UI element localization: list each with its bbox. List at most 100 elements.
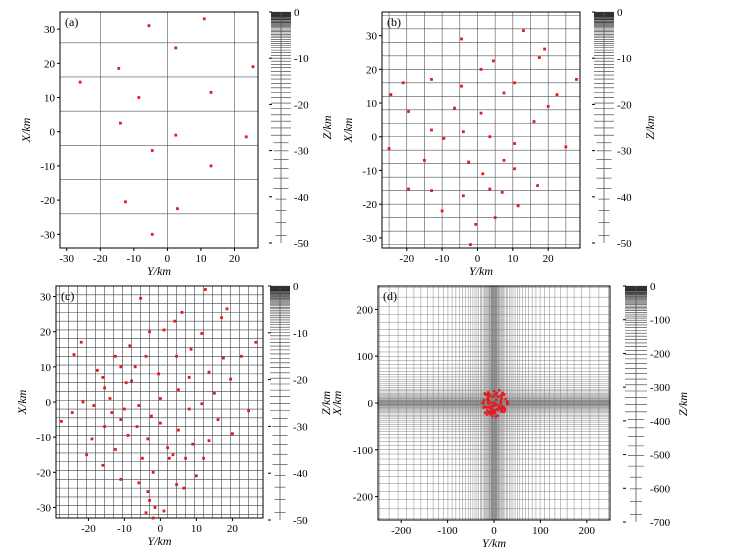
data-point (85, 453, 88, 457)
colorbar-tick-label: -200 (650, 348, 671, 360)
data-point (114, 448, 117, 451)
y-tick-label: 10 (366, 98, 378, 110)
data-point (220, 316, 223, 320)
data-point (500, 407, 504, 410)
colorbar-tick-label: 0 (293, 281, 299, 293)
x-tick-label: -100 (438, 525, 459, 537)
data-point (177, 428, 180, 432)
data-point (468, 243, 472, 247)
data-point (123, 407, 126, 411)
colorbar-label: Z/km (676, 392, 690, 416)
data-point (505, 400, 509, 403)
data-point (189, 347, 193, 351)
data-point (150, 414, 153, 418)
data-point (222, 356, 225, 360)
colorbar-tick-label: -400 (650, 416, 671, 428)
data-point (177, 388, 180, 392)
data-point (401, 81, 405, 85)
data-point (144, 511, 148, 515)
colorbar-label: Z/km (320, 115, 334, 139)
data-point (504, 408, 507, 412)
data-point (486, 409, 489, 412)
data-point (207, 439, 211, 443)
data-point (225, 307, 229, 311)
data-point (407, 187, 410, 191)
data-point (60, 419, 63, 423)
data-point (500, 410, 503, 413)
y-tick-label: -20 (362, 199, 377, 211)
data-point (486, 397, 490, 401)
data-point (187, 375, 191, 379)
data-point (151, 470, 155, 474)
data-point (137, 96, 141, 99)
data-point (502, 158, 506, 162)
data-point (499, 399, 502, 402)
panel-label: (b) (387, 15, 401, 29)
y-tick-label: 30 (44, 24, 56, 36)
data-point (495, 408, 498, 411)
colorbar-tick-label: -40 (293, 468, 308, 480)
data-point (101, 375, 105, 379)
data-point (150, 149, 154, 152)
y-tick-label: 10 (44, 93, 56, 105)
data-point (546, 105, 550, 108)
data-point (488, 187, 492, 191)
data-point (204, 288, 207, 291)
data-point (202, 17, 206, 21)
data-point (493, 410, 496, 413)
y-tick-label: 0 (372, 132, 378, 144)
data-point (467, 160, 471, 164)
colorbar-tick-label: -500 (650, 450, 671, 462)
y-tick-label: -30 (40, 229, 55, 241)
y-tick-label: 200 (357, 304, 374, 316)
data-point (150, 232, 154, 236)
data-point (182, 486, 186, 490)
x-axis-label: Y/km (148, 534, 172, 548)
points-b (387, 29, 578, 247)
y-tick-label: -10 (362, 165, 377, 177)
data-point (492, 389, 496, 393)
data-point (157, 372, 160, 376)
data-point (486, 394, 490, 398)
data-point (148, 330, 151, 334)
data-point (124, 200, 127, 204)
data-point (555, 93, 559, 96)
data-point (162, 328, 166, 332)
data-point (159, 397, 162, 400)
data-point (474, 223, 478, 226)
data-point (488, 410, 492, 413)
data-point (489, 405, 493, 409)
colorbar-tick-label: -40 (617, 192, 632, 204)
colorbar-tick-label: -20 (617, 99, 632, 111)
data-point (171, 453, 175, 457)
data-point (483, 405, 487, 408)
data-point (497, 395, 500, 398)
colorbar-tick-label: -600 (650, 483, 671, 495)
data-point (490, 401, 493, 405)
data-point (504, 397, 507, 401)
x-tick-label: -30 (59, 253, 74, 265)
data-point (124, 381, 128, 385)
data-point (516, 204, 520, 208)
colorbar-tick-label: -50 (617, 238, 632, 250)
data-point (137, 404, 141, 407)
data-point (130, 379, 133, 383)
data-point (139, 296, 142, 300)
data-point (500, 393, 504, 396)
data-point (491, 410, 494, 414)
y-tick-label: -30 (362, 233, 377, 245)
data-point (70, 411, 74, 414)
data-point (159, 421, 162, 425)
data-point (502, 91, 506, 95)
colorbar-tick-label: -10 (294, 53, 309, 65)
data-point (487, 410, 490, 413)
data-point (166, 446, 169, 450)
y-tick-label: -10 (36, 432, 51, 444)
data-point (513, 81, 516, 85)
data-point (543, 47, 547, 51)
data-point (495, 394, 498, 397)
grid-a (60, 12, 258, 248)
data-point (387, 147, 391, 150)
colorbar-tick-label: -30 (294, 146, 309, 158)
data-point (96, 368, 99, 372)
